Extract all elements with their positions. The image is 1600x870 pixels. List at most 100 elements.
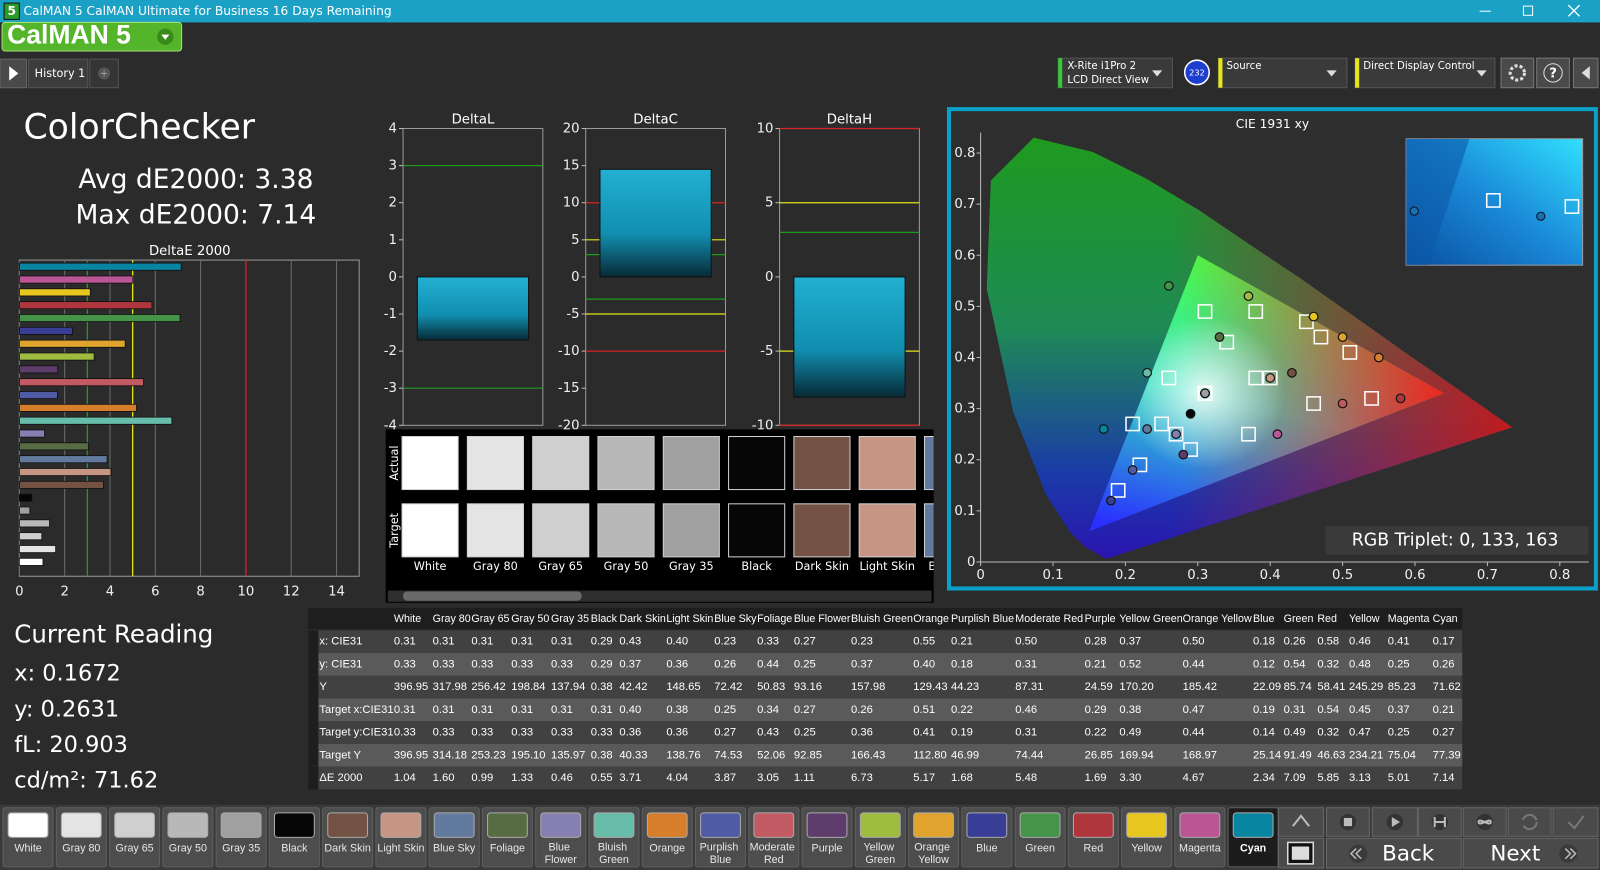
- table-cell: 0.36: [666, 727, 688, 739]
- patch-button[interactable]: White: [2, 807, 54, 868]
- button-swatch: [7, 812, 49, 838]
- table-cell: 1.33: [511, 772, 533, 784]
- back-button[interactable]: [1326, 837, 1462, 869]
- display-dropdown[interactable]: [1476, 70, 1487, 77]
- patch-button[interactable]: Orange: [641, 807, 693, 868]
- table-cell: 317.98: [433, 681, 467, 693]
- table-cell: 0.12: [1253, 658, 1275, 670]
- patch-button[interactable]: Green: [1014, 807, 1066, 868]
- reading-line: fL: 20.903: [14, 732, 128, 758]
- back-ring: [1348, 844, 1368, 863]
- patch-button[interactable]: Black: [268, 807, 320, 868]
- refresh-button[interactable]: [1507, 807, 1552, 837]
- control-panel: Back Next: [1278, 807, 1599, 869]
- collapse-button[interactable]: [1572, 57, 1599, 89]
- deltae-title: DeltaE 2000: [149, 244, 231, 259]
- patch-button[interactable]: Yellow: [1121, 807, 1173, 868]
- run-button[interactable]: [0, 58, 28, 89]
- swatch-label: Light Skin: [860, 560, 915, 573]
- table-cell: 5.01: [1388, 772, 1410, 784]
- table-header: [308, 607, 1463, 630]
- patch-button[interactable]: Bluish Green: [588, 807, 640, 868]
- table-cell: 0.38: [591, 681, 613, 693]
- settings-button[interactable]: [1500, 57, 1535, 89]
- patch-button[interactable]: Blue: [961, 807, 1013, 868]
- display-status: [1355, 58, 1360, 88]
- patch-button[interactable]: Magenta: [1174, 807, 1226, 868]
- patch-button[interactable]: Purple: [801, 807, 853, 868]
- help-button[interactable]: [1536, 57, 1570, 89]
- table-cell: 0.33: [551, 727, 573, 739]
- table-cell: 0.21: [1433, 704, 1455, 716]
- inset-point: [1409, 206, 1419, 216]
- scrollbar[interactable]: [387, 590, 932, 602]
- button-label: Light Skin: [377, 842, 424, 854]
- table-cell: 0.37: [619, 658, 641, 670]
- tab[interactable]: [28, 58, 89, 89]
- inset-shade: [1406, 138, 1470, 266]
- button-label: Gray 80: [62, 842, 100, 854]
- close-button[interactable]: [1567, 4, 1581, 17]
- column-header: Purplish Blue: [951, 613, 1014, 625]
- table-cell: 52.06: [757, 749, 785, 761]
- button-swatch: [806, 812, 848, 838]
- table-cell: 0.34: [757, 704, 779, 716]
- patch-button[interactable]: Blue Flower: [535, 807, 587, 868]
- table-cell: 0.21: [951, 636, 973, 648]
- table-cell: 0.38: [666, 704, 688, 716]
- table-cell: 0.45: [1349, 704, 1371, 716]
- cie-title: CIE 1931 xy: [1236, 117, 1309, 131]
- patch-button[interactable]: Yellow Green: [854, 807, 906, 868]
- patch-button[interactable]: Red: [1067, 807, 1119, 868]
- x-tick-label: 14: [328, 585, 345, 600]
- table-cell: 0.27: [1433, 727, 1455, 739]
- patch-button[interactable]: Foliage: [481, 807, 533, 868]
- meter-panel[interactable]: [1057, 57, 1173, 89]
- patch-button[interactable]: Dark Skin: [322, 807, 374, 868]
- column-header: Gray 35: [551, 613, 589, 625]
- patch-button[interactable]: Gray 50: [162, 807, 214, 868]
- table-cell: 72.42: [714, 681, 742, 693]
- deltae-bar: [18, 557, 44, 566]
- up-button[interactable]: [1278, 807, 1324, 837]
- measured-point: [1171, 429, 1181, 440]
- measured-point: [1337, 332, 1348, 342]
- restore-button[interactable]: [1522, 5, 1534, 16]
- patch-button[interactable]: Orange Yellow: [908, 807, 960, 868]
- patch-button[interactable]: Gray 80: [55, 807, 107, 868]
- patch-button[interactable]: Purplish Blue: [694, 807, 747, 868]
- table-cell: 0.46: [551, 772, 573, 784]
- source-dropdown[interactable]: [1326, 70, 1337, 77]
- button-swatch: [966, 812, 1008, 838]
- display-panel[interactable]: [1354, 57, 1496, 89]
- column-header: Bluish Green: [851, 613, 913, 625]
- table-cell: 169.94: [1119, 749, 1153, 761]
- patch-button[interactable]: Light Skin: [375, 807, 427, 868]
- table-cell: 46.99: [951, 749, 979, 761]
- table-cell: 5.17: [913, 772, 935, 784]
- swatch-label: Black: [741, 560, 772, 573]
- meter-name: X-Rite i1Pro 2: [1067, 61, 1136, 72]
- y-tick-label: 20: [563, 122, 580, 137]
- y-tick-label: 0.7: [954, 197, 975, 212]
- patch-button[interactable]: Moderate Red: [748, 807, 800, 868]
- patch-button[interactable]: Cyan: [1227, 807, 1279, 868]
- scroll-thumb[interactable]: [403, 591, 582, 601]
- x-tick-label: 0.6: [1404, 568, 1425, 583]
- meter-dropdown[interactable]: [1152, 70, 1163, 77]
- stop-button[interactable]: [1326, 807, 1370, 837]
- target-swatch: [858, 503, 916, 558]
- logo-button[interactable]: [1, 21, 183, 52]
- measured-point: [1287, 367, 1297, 378]
- loop-icon: [1477, 819, 1492, 825]
- check-button[interactable]: [1552, 807, 1599, 837]
- patch-button[interactable]: Gray 35: [215, 807, 267, 868]
- button-swatch: [593, 812, 635, 838]
- table-cell: 4.04: [666, 772, 688, 784]
- patch-button[interactable]: Gray 65: [109, 807, 161, 868]
- patch-button[interactable]: Blue Sky: [428, 807, 480, 868]
- source-panel[interactable]: [1217, 57, 1348, 89]
- target-point: [1248, 304, 1264, 319]
